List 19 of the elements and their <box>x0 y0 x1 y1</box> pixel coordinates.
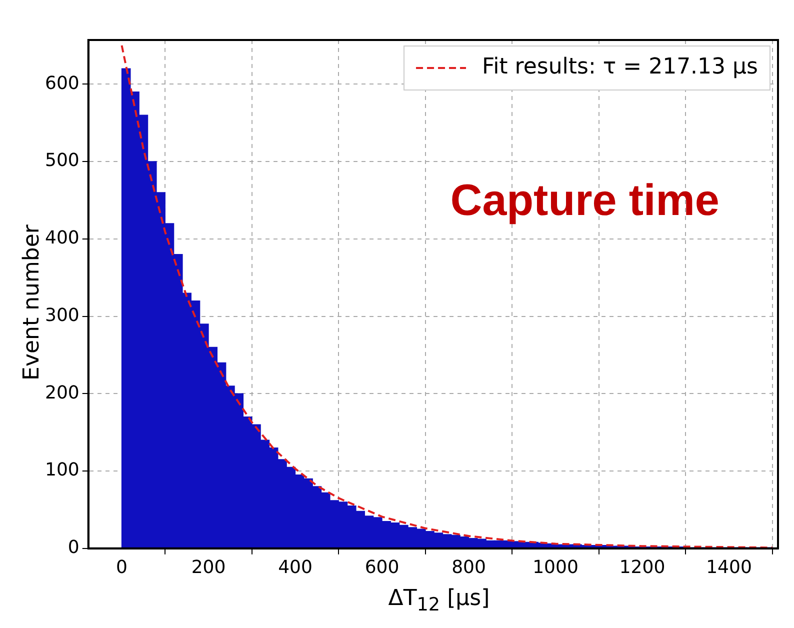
y-axis-title: Event number <box>20 224 44 382</box>
y-tick-label: 200 <box>44 382 80 404</box>
x-tick-label: 1200 <box>619 556 666 578</box>
y-tick-label: 0 <box>68 537 80 558</box>
y-tick-label: 300 <box>44 304 80 326</box>
legend-label: Fit results: τ = 217.13 μs <box>482 54 758 80</box>
annotation: Capture time <box>450 176 720 225</box>
x-tick-label: 800 <box>452 556 486 578</box>
y-tick-label: 600 <box>44 72 80 94</box>
y-tick-label: 100 <box>44 460 80 481</box>
x-tick-label: 600 <box>364 556 400 578</box>
x-tick-label: 0 <box>116 556 128 578</box>
x-tick-label: 200 <box>191 556 226 578</box>
x-tick-label: 400 <box>278 556 312 578</box>
x-tick-label: 1000 <box>532 556 578 578</box>
y-tick-label: 500 <box>44 150 80 172</box>
y-tick-label: 400 <box>44 228 80 249</box>
x-tick-label: 1400 <box>706 556 752 578</box>
x-axis-title: ΔT$_{12}$ [μs] <box>387 586 491 616</box>
